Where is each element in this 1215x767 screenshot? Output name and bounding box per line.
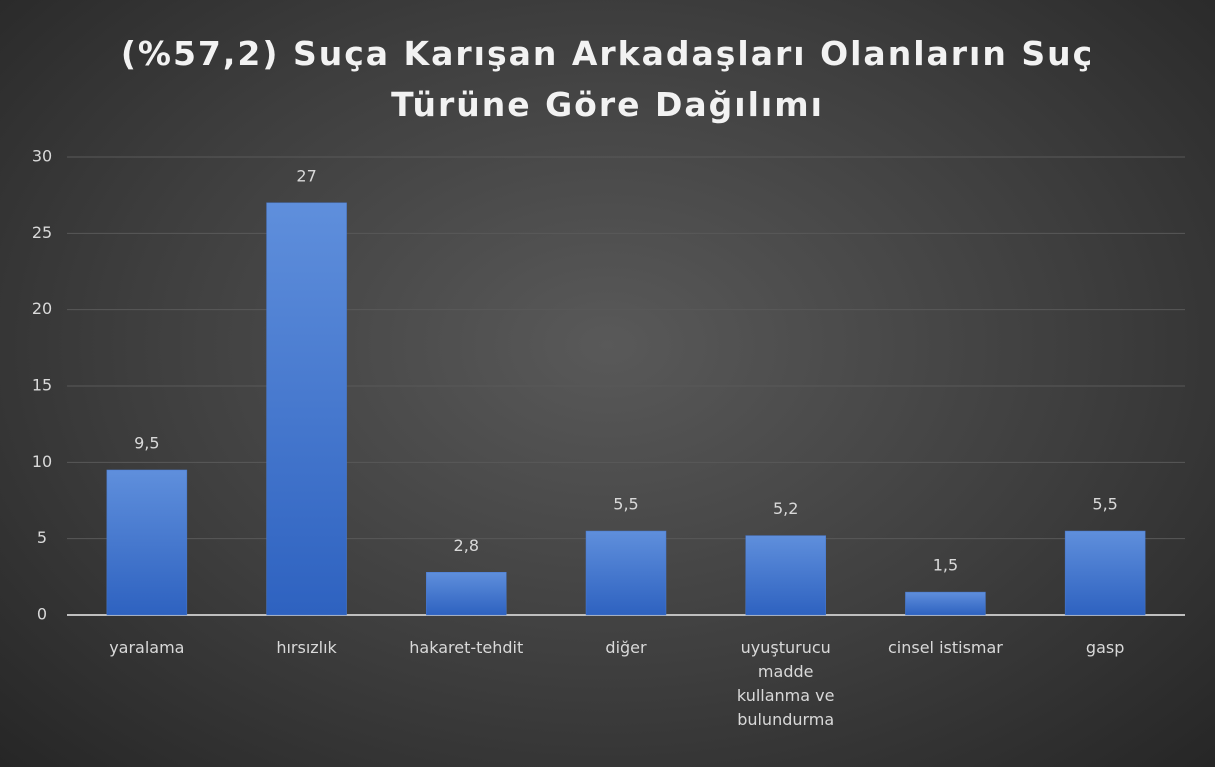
y-tick-label: 15 — [32, 376, 52, 395]
bar — [585, 530, 667, 616]
x-tick-label: gasp — [1085, 638, 1125, 657]
data-label: 27 — [296, 166, 316, 185]
x-tick-label: diğer — [605, 638, 647, 657]
bar — [745, 535, 826, 616]
x-tick-label: cinsel istismar — [887, 638, 1003, 657]
y-tick-label: 0 — [37, 605, 47, 624]
bar — [1064, 530, 1146, 616]
x-tick-label: hakaret-tehdit — [409, 638, 524, 657]
data-label: 5,5 — [613, 495, 638, 514]
data-label: 9,5 — [134, 433, 159, 452]
bar — [106, 469, 188, 616]
y-tick-label: 5 — [37, 528, 47, 547]
bar — [266, 202, 347, 616]
bar — [905, 591, 986, 616]
y-tick-label: 30 — [32, 147, 52, 166]
chart-title: (%57,2) Suça Karışan Arkadaşları Olanlar… — [120, 34, 1095, 124]
y-tick-label: 10 — [32, 452, 52, 471]
x-tick-label: hırsızlık — [276, 638, 337, 657]
y-tick-label: 20 — [32, 299, 52, 318]
data-label: 2,8 — [454, 536, 479, 555]
x-tick-label: uyuşturucu madde kullanma ve bulundurma — [736, 638, 835, 729]
data-label: 5,5 — [1092, 495, 1117, 514]
data-label: 5,2 — [773, 499, 798, 518]
y-tick-label: 25 — [32, 223, 52, 242]
data-label: 1,5 — [933, 556, 958, 575]
x-tick-label: yaralama — [109, 638, 185, 657]
bar — [426, 572, 507, 616]
